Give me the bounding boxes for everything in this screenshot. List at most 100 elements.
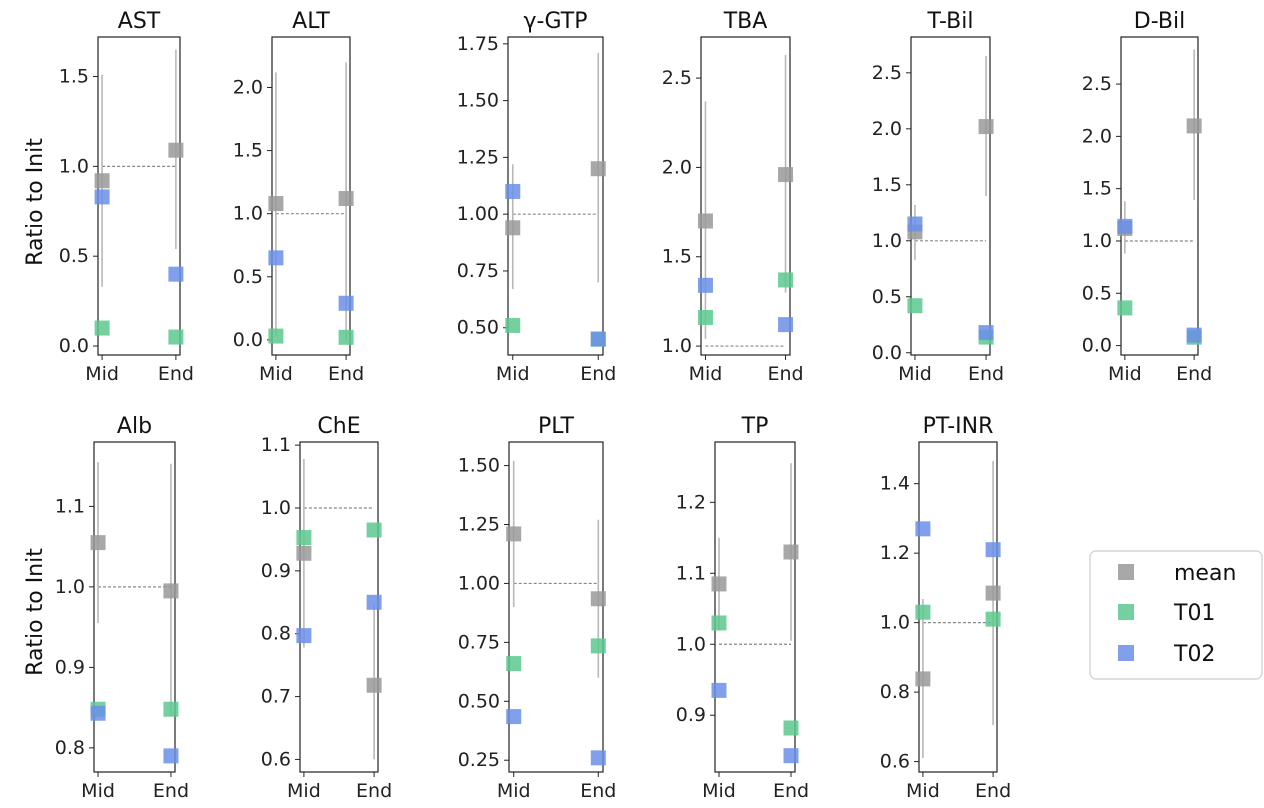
plot-frame bbox=[97, 36, 181, 356]
marker-t02 bbox=[907, 216, 923, 232]
x-tick-label: End bbox=[580, 363, 616, 385]
marker-t02 bbox=[90, 705, 106, 721]
marker-mean bbox=[268, 196, 284, 212]
plot-frame bbox=[918, 441, 998, 773]
x-tick-label: Mid bbox=[287, 780, 321, 802]
panel-title: ALT bbox=[292, 9, 330, 34]
y-tick-label: 1.1 bbox=[676, 562, 706, 584]
plot-frame bbox=[271, 36, 351, 356]
x-tick-label: Mid bbox=[497, 780, 531, 802]
marker-t02 bbox=[296, 628, 312, 644]
y-tick-label: 0.50 bbox=[457, 317, 499, 339]
marker-mean bbox=[590, 161, 606, 177]
marker-mean bbox=[163, 583, 179, 599]
y-tick-label: 1.0 bbox=[59, 155, 89, 177]
x-tick-label: Mid bbox=[702, 780, 736, 802]
x-tick-label: End bbox=[975, 780, 1011, 802]
panel-title: PLT bbox=[538, 414, 574, 439]
legend: mean T01 T02 bbox=[1089, 550, 1263, 680]
y-tick-label: 1.4 bbox=[880, 473, 910, 495]
marker-t02 bbox=[268, 250, 284, 266]
legend-label-t02: T02 bbox=[1173, 642, 1215, 667]
y-tick-label: 1.25 bbox=[457, 146, 499, 168]
plot-frame bbox=[1120, 36, 1199, 356]
y-tick-label: 0.75 bbox=[457, 260, 499, 282]
x-tick-label: End bbox=[968, 363, 1004, 385]
panel-title: TBA bbox=[723, 9, 768, 34]
y-tick-label: 0.8 bbox=[261, 623, 291, 645]
marker-mean bbox=[711, 576, 727, 592]
y-tick-label: 0.50 bbox=[458, 690, 500, 712]
y-tick-label: 1.1 bbox=[55, 495, 85, 517]
y-tick-label: 1.00 bbox=[457, 203, 499, 225]
y-tick-label: 0.6 bbox=[880, 751, 910, 773]
marker-t01 bbox=[778, 272, 794, 288]
y-tick-label: 0.0 bbox=[872, 342, 902, 364]
x-tick-label: End bbox=[356, 780, 392, 802]
marker-mean bbox=[985, 585, 1001, 601]
y-tick-label: 1.5 bbox=[872, 174, 902, 196]
panel-alb: Alb 0.8 0.9 1.0 1.1 Mid End bbox=[55, 414, 189, 802]
marker-t02 bbox=[366, 594, 382, 610]
panel-title: Alb bbox=[117, 414, 152, 439]
panel-title: γ-GTP bbox=[524, 9, 588, 34]
marker-t02 bbox=[1117, 218, 1133, 234]
y-tick-label: 2.0 bbox=[233, 76, 263, 98]
y-tick-label: 0.0 bbox=[233, 329, 263, 351]
y-tick-label: 0.8 bbox=[880, 681, 910, 703]
plot-frame bbox=[508, 441, 604, 773]
marker-mean bbox=[978, 119, 994, 135]
marker-t02 bbox=[978, 325, 994, 341]
marker-t01 bbox=[1117, 300, 1133, 316]
y-tick-label: 2.5 bbox=[872, 62, 902, 84]
marker-mean bbox=[505, 220, 521, 236]
x-tick-label: End bbox=[580, 780, 616, 802]
panel-d-bil: D-Bil 0.0 0.5 1.0 1.5 2.0 2.5 Mid End bbox=[1082, 9, 1212, 385]
y-tick-label: 0.5 bbox=[872, 286, 902, 308]
y-tick-label: 1.50 bbox=[457, 90, 499, 112]
x-tick-label: Mid bbox=[259, 363, 293, 385]
y-tick-label: 0.0 bbox=[1082, 335, 1112, 357]
x-tick-label: Mid bbox=[81, 780, 115, 802]
legend-marker-t02 bbox=[1118, 645, 1134, 661]
marker-t02 bbox=[505, 183, 521, 199]
y-tick-label: 0.5 bbox=[1082, 282, 1112, 304]
x-tick-label: End bbox=[153, 780, 189, 802]
y-tick-label: 2.5 bbox=[1082, 73, 1112, 95]
marker-t02 bbox=[778, 317, 794, 333]
y-tick-label: 1.5 bbox=[59, 66, 89, 88]
y-tick-label: 1.1 bbox=[261, 434, 291, 456]
y-tick-label: 0.25 bbox=[458, 749, 500, 771]
y-tick-label: 0.5 bbox=[233, 266, 263, 288]
y-tick-label: 0.75 bbox=[458, 631, 500, 653]
plot-frame bbox=[507, 36, 604, 356]
y-tick-label: 1.2 bbox=[676, 491, 706, 513]
marker-t02 bbox=[711, 682, 727, 698]
marker-t02 bbox=[697, 277, 713, 293]
y-tick-label: 1.00 bbox=[458, 572, 500, 594]
y-tick-label: 0.5 bbox=[59, 245, 89, 267]
x-tick-label: End bbox=[1176, 363, 1212, 385]
panel-title: D-Bil bbox=[1134, 9, 1185, 34]
marker-mean bbox=[338, 191, 354, 207]
panel-plt: PLT 0.25 0.50 0.75 1.00 1.25 1.50 Mid End bbox=[458, 414, 617, 802]
marker-t01 bbox=[985, 611, 1001, 627]
y-tick-label: 2.0 bbox=[662, 156, 692, 178]
panel-title: TP bbox=[741, 414, 769, 439]
marker-t01 bbox=[915, 604, 931, 620]
y-tick-label: 0.7 bbox=[261, 686, 291, 708]
marker-t02 bbox=[915, 521, 931, 537]
legend-label-mean: mean bbox=[1174, 561, 1236, 586]
panel-title: T-Bil bbox=[927, 9, 974, 34]
y-tick-label: 1.2 bbox=[880, 542, 910, 564]
marker-t02 bbox=[590, 331, 606, 347]
plot-frame bbox=[93, 441, 176, 773]
x-tick-label: Mid bbox=[906, 780, 940, 802]
marker-mean bbox=[783, 544, 799, 560]
plot-frame bbox=[299, 441, 379, 773]
y-tick-label: 1.50 bbox=[458, 455, 500, 477]
y-tick-label: 0.9 bbox=[55, 656, 85, 678]
y-tick-label: 1.0 bbox=[1082, 230, 1112, 252]
marker-mean bbox=[94, 173, 110, 189]
marker-t01 bbox=[163, 701, 179, 717]
